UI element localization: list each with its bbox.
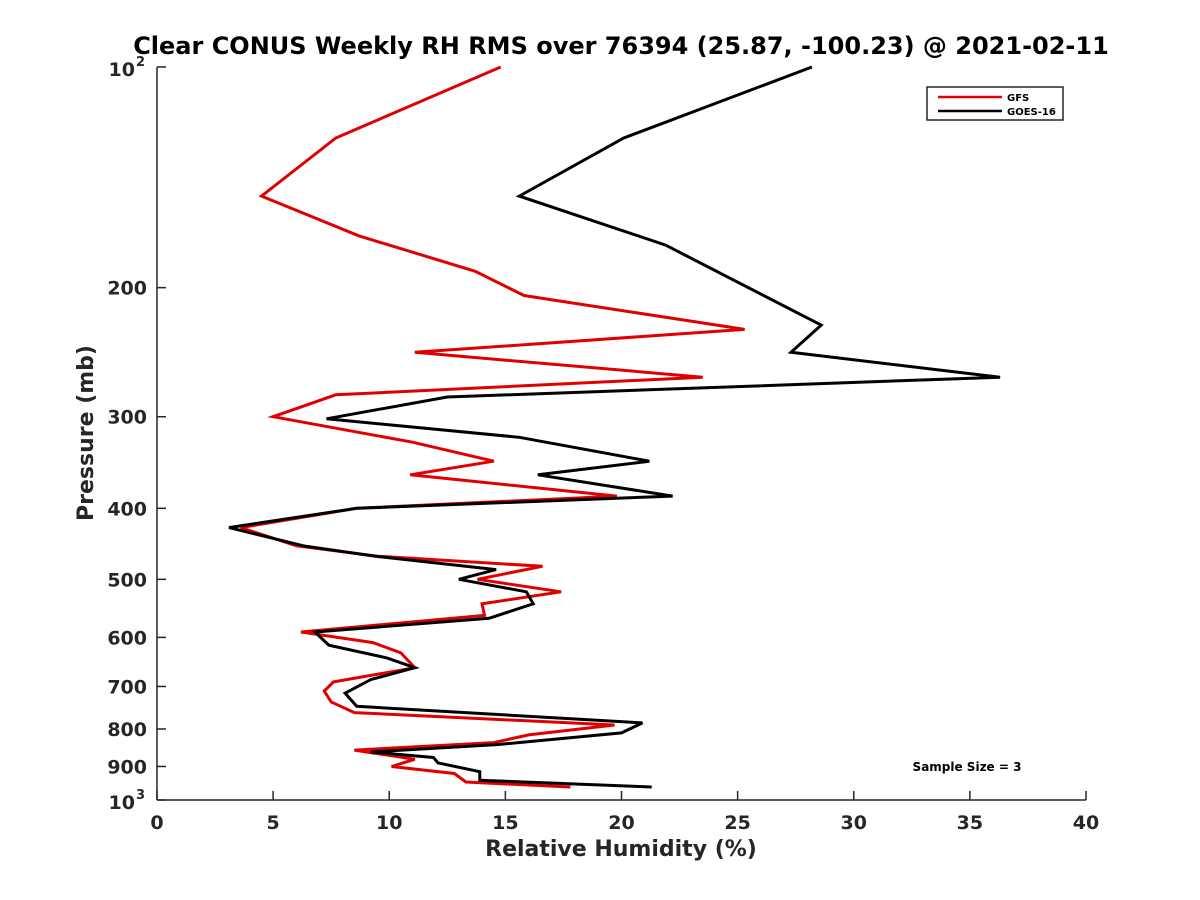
x-tick-label: 0: [150, 812, 163, 834]
y-tick-label-base: 10: [109, 792, 135, 814]
axes: 0 5 10 15 20 25 30 35 40 10 220030040050060070080…: [107, 55, 1099, 834]
legend-box: [926, 86, 1064, 121]
legend-label-goes-16: GOES-16: [1007, 107, 1056, 118]
sample-size-annotation: Sample Size = 3: [913, 760, 1022, 774]
y-tick-label-base: 10: [109, 59, 135, 81]
x-tick-label: 25: [724, 812, 750, 834]
x-axis-label: Relative Humidity (%): [485, 837, 757, 862]
legend-entries: GFS GOES-16: [938, 93, 1056, 118]
x-tick-label: 5: [267, 812, 280, 834]
y-tick-label: 500: [107, 569, 147, 591]
y-tick-label: 300: [107, 407, 147, 429]
legend-label-gfs: GFS: [1007, 93, 1029, 104]
x-tick-label: 10: [376, 812, 402, 834]
x-tick-label: 20: [608, 812, 634, 834]
y-tick-label: 200: [107, 278, 147, 300]
series-line-gfs: [240, 65, 745, 789]
y-tick-label-exponent: 3: [136, 788, 145, 803]
chart-title: Clear CONUS Weekly RH RMS over 76394 (25…: [133, 32, 1109, 60]
y-tick-label: 800: [107, 719, 147, 741]
x-tick-label: 35: [957, 812, 983, 834]
data-series: [228, 65, 1001, 789]
series-line-goes-16: [228, 65, 1001, 789]
x-tick-label: 30: [841, 812, 867, 834]
y-tick-label-exponent: 2: [136, 55, 145, 70]
y-tick-label: 900: [107, 756, 147, 778]
y-tick-label: 400: [107, 498, 147, 520]
x-tick-label: 15: [492, 812, 518, 834]
y-tick-label-power: 10 3: [109, 788, 146, 814]
x-axis-ticks: 0 5 10 15 20 25 30 35 40: [150, 791, 1099, 834]
y-tick-label: 700: [107, 676, 147, 698]
y-axis-label: Pressure (mb): [74, 345, 99, 521]
y-tick-label: 600: [107, 627, 147, 649]
x-tick-label: 40: [1073, 812, 1099, 834]
legend: GFS GOES-16: [926, 86, 1064, 121]
y-tick-label-power: 10 2: [109, 55, 146, 81]
